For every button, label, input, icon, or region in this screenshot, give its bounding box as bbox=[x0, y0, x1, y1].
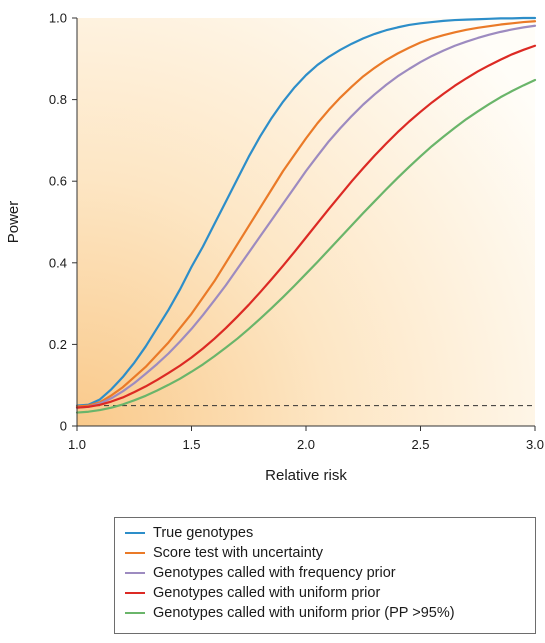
x-tick-label: 1.5 bbox=[182, 437, 200, 452]
x-axis-title: Relative risk bbox=[265, 467, 347, 484]
legend: True genotypes Score test with uncertaint… bbox=[114, 517, 536, 634]
legend-item: Genotypes called with uniform prior bbox=[125, 584, 380, 602]
legend-swatch bbox=[125, 572, 145, 574]
y-tick-label: 0.2 bbox=[49, 337, 67, 352]
legend-swatch bbox=[125, 612, 145, 614]
legend-label: True genotypes bbox=[153, 525, 254, 541]
legend-swatch bbox=[125, 532, 145, 534]
legend-label: Genotypes called with frequency prior bbox=[153, 565, 396, 581]
series-line-3 bbox=[75, 24, 537, 409]
series-line-5 bbox=[75, 78, 537, 414]
legend-item: Genotypes called with uniform prior (PP … bbox=[125, 604, 455, 622]
y-tick-label: 0.6 bbox=[49, 174, 67, 189]
legend-label: Genotypes called with uniform prior (PP … bbox=[153, 605, 455, 621]
y-tick-label: 0.4 bbox=[49, 255, 67, 270]
x-tick-label: 3.0 bbox=[526, 437, 544, 452]
legend-label: Genotypes called with uniform prior bbox=[153, 585, 381, 601]
y-tick-label: 0 bbox=[60, 419, 67, 434]
legend-swatch bbox=[125, 552, 145, 554]
legend-item: Genotypes called with frequency prior bbox=[125, 564, 396, 582]
legend-item: Score test with uncertainty bbox=[125, 544, 323, 562]
y-tick-label: 1.0 bbox=[49, 11, 67, 26]
series-line-4 bbox=[75, 44, 537, 409]
series-line-1 bbox=[75, 16, 537, 407]
legend-label: Score test with uncertainty bbox=[153, 545, 324, 561]
y-tick-label: 0.8 bbox=[49, 92, 67, 107]
x-tick-label: 2.5 bbox=[411, 437, 429, 452]
legend-swatch bbox=[125, 592, 145, 594]
legend-item: True genotypes bbox=[125, 524, 253, 542]
y-axis-title: Power bbox=[5, 201, 22, 244]
series-line-2 bbox=[75, 20, 537, 408]
x-tick-label: 1.0 bbox=[68, 437, 86, 452]
x-tick-label: 2.0 bbox=[297, 437, 315, 452]
